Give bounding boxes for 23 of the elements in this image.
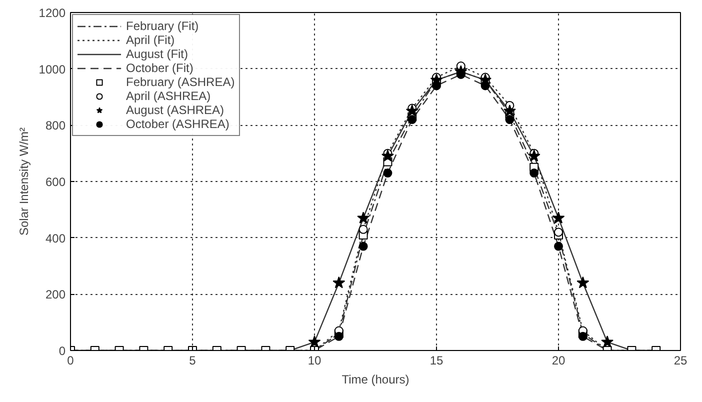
x-tick-label: 5 xyxy=(189,354,196,368)
x-tick-label: 20 xyxy=(552,354,566,368)
x-tick-label: 10 xyxy=(308,354,322,368)
legend-label: April (Fit) xyxy=(126,33,175,47)
y-tick-label: 800 xyxy=(45,118,66,133)
y-tick-label: 1200 xyxy=(38,6,66,20)
legend-label: August (ASHREA) xyxy=(126,103,224,117)
y-tick-label: 1000 xyxy=(38,62,66,76)
x-tick-label: 15 xyxy=(430,354,444,368)
legend-label: October (ASHREA) xyxy=(126,117,230,131)
y-tick-label: 400 xyxy=(45,231,66,246)
x-tick-label: 0 xyxy=(67,354,74,368)
legend-label: April (ASHREA) xyxy=(126,89,211,103)
y-tick-label: 600 xyxy=(45,175,66,189)
legend-label: October (Fit) xyxy=(126,61,194,75)
legend-label: February (ASHREA) xyxy=(126,75,235,89)
x-tick-label: 25 xyxy=(674,354,688,368)
legend-label: August (Fit) xyxy=(126,47,188,61)
legend-label: February (Fit) xyxy=(126,19,199,33)
y-axis-title: Solar Intensity W/m² xyxy=(16,127,31,236)
y-tick-label: 200 xyxy=(45,288,66,302)
x-axis-title: Time (hours) xyxy=(342,372,410,386)
y-tick-label: 0 xyxy=(58,344,66,358)
